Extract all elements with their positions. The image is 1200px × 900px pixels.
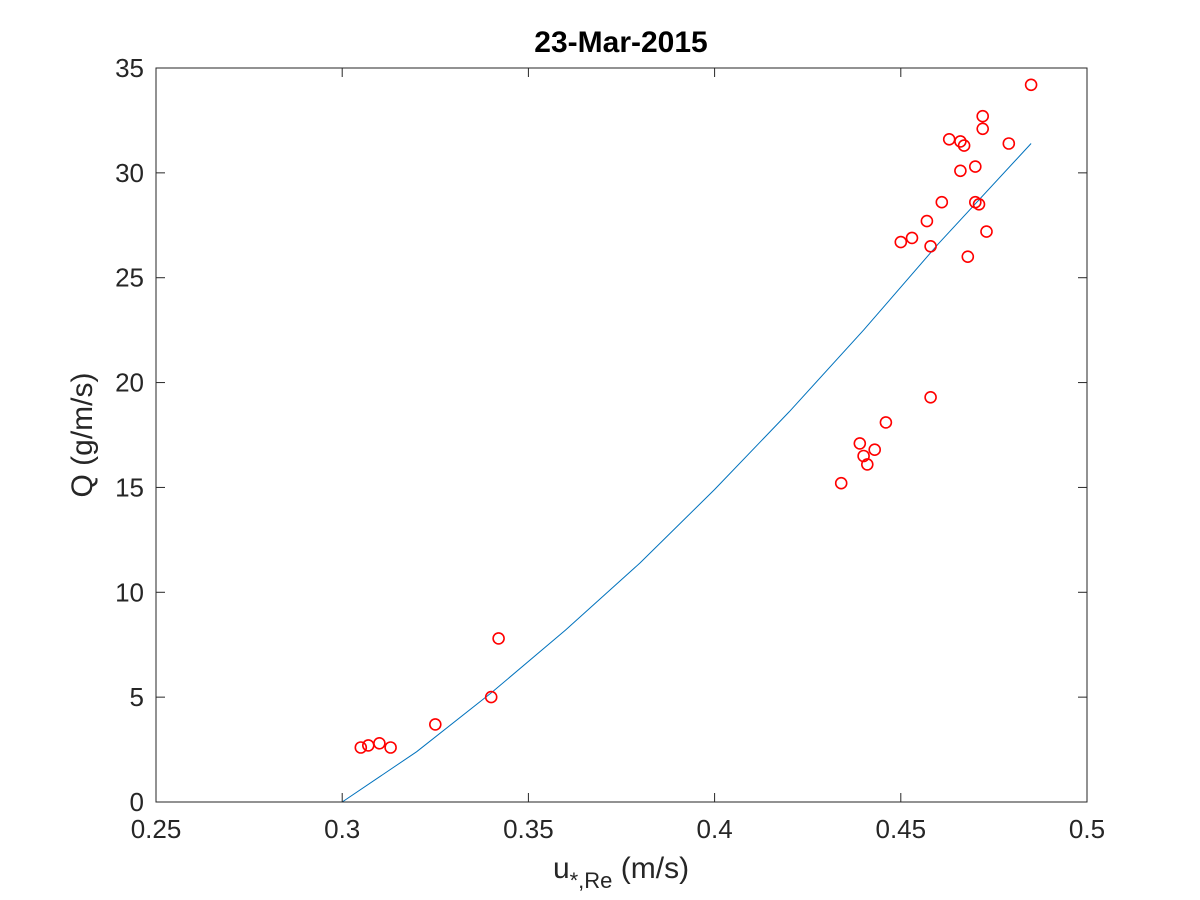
data-point — [957, 139, 971, 152]
data-point — [384, 741, 397, 754]
data-point — [968, 160, 982, 173]
x-axis-ticks: 0.25 0.3 0.35 0.4 0.45 0.5 — [131, 68, 1105, 844]
y-tick-label: 5 — [130, 682, 144, 712]
data-point — [492, 632, 505, 645]
data-point — [954, 164, 967, 178]
data-point — [484, 690, 498, 704]
data-point — [853, 437, 867, 450]
y-axis-label: Q (g/m/s) — [66, 373, 99, 498]
data-point — [894, 235, 908, 249]
x-axis-label: u*,Re (m/s) — [553, 852, 689, 893]
data-point — [1002, 137, 1016, 150]
y-tick-label: 25 — [115, 263, 144, 293]
y-tick-label: 0 — [130, 787, 144, 817]
data-point — [976, 122, 990, 136]
data-point — [961, 250, 975, 264]
chart-title: 23-Mar-2015 — [534, 26, 707, 59]
x-axis-label-main: u — [553, 852, 570, 885]
x-tick-label: 0.25 — [131, 814, 182, 844]
data-point — [373, 736, 386, 750]
data-point — [1024, 78, 1038, 92]
y-tick-label: 20 — [115, 368, 144, 398]
data-point — [860, 458, 874, 471]
plot-background — [156, 68, 1087, 802]
fit-curve — [341, 143, 1032, 803]
y-tick-label: 30 — [115, 158, 144, 188]
data-point — [980, 225, 993, 238]
data-point — [920, 214, 934, 228]
data-point — [834, 476, 848, 490]
data-point — [976, 109, 990, 123]
data-point — [905, 231, 919, 245]
x-tick-label: 0.35 — [503, 814, 554, 844]
data-point — [954, 135, 967, 148]
data-point — [354, 741, 368, 754]
data-point — [879, 416, 893, 429]
x-tick-label: 0.45 — [875, 814, 926, 844]
scatter-points-layer — [354, 78, 1038, 754]
x-tick-label: 0.4 — [697, 814, 733, 844]
fit-line-layer — [341, 143, 1032, 803]
y-tick-label: 35 — [115, 53, 144, 83]
y-axis-ticks: 0 5 10 15 20 25 30 35 — [115, 53, 1087, 817]
data-point — [972, 198, 986, 211]
y-tick-label: 15 — [115, 472, 144, 502]
x-tick-label: 0.5 — [1069, 814, 1105, 844]
x-axis-label-subscript: *,Re — [570, 868, 613, 893]
plot-box — [155, 67, 1088, 803]
data-point — [924, 240, 937, 253]
x-axis-label-unit: (m/s) — [612, 852, 689, 885]
data-point — [868, 443, 882, 457]
y-tick-label: 10 — [115, 577, 144, 607]
data-point — [857, 449, 870, 463]
data-point — [935, 195, 949, 209]
data-point — [428, 718, 442, 731]
x-tick-label: 0.3 — [324, 814, 360, 844]
data-point — [924, 390, 937, 404]
